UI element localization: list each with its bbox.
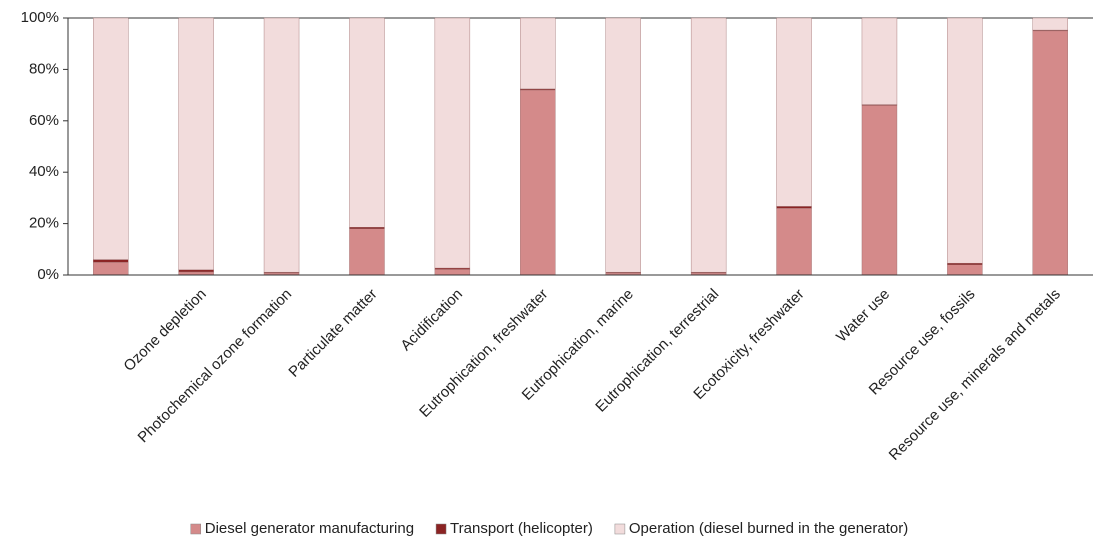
y-tick-label: 0% [37,266,59,283]
bar-segment [776,206,812,209]
y-tick-label: 100% [21,9,59,26]
bar-segment [434,269,471,276]
bar-segment [947,17,983,264]
x-tick-label: Photochemical ozone formation [135,286,296,447]
bar-segment [776,17,812,207]
bar-segment [349,228,385,276]
bar-segment [178,17,214,271]
bar-segment [861,105,898,276]
y-tick-label: 80% [29,60,59,77]
bar-segment [947,262,983,265]
bar-segment [1032,30,1068,276]
legend-label: Diesel generator manufacturing [205,520,414,537]
bar-segment [520,17,556,90]
legend-label: Operation (diesel burned in the generato… [629,520,908,537]
bar-segment [178,269,214,273]
y-tick-label: 40% [29,163,59,180]
bar-segment [520,89,556,276]
bar-segment [605,17,641,273]
x-tick-label: Particulate matter [285,286,380,381]
bar-segment [861,17,898,105]
bar-segment [1032,17,1068,31]
bar-segment [93,17,129,260]
legend-swatch [435,523,447,535]
legend-label: Transport (helicopter) [450,520,593,537]
legend-swatch [190,523,202,535]
legend-swatch [614,523,626,535]
x-tick-label: Acidification [397,286,466,355]
x-tick-label: Water use [833,286,893,346]
bar-segment [263,17,300,273]
bar-segment [93,261,129,276]
bar-segment [690,17,727,273]
x-tick-label: Resource use, minerals and metals [886,286,1064,464]
x-tick-label: Ozone depletion [120,286,209,375]
bar-segment [349,17,385,228]
bar-segment [947,264,983,276]
bar-segment [776,207,812,276]
y-tick-label: 60% [29,112,59,129]
y-tick-label: 20% [29,215,59,232]
bar-segment [434,17,471,269]
bar-segment [93,259,129,263]
bar-segment [349,226,385,229]
